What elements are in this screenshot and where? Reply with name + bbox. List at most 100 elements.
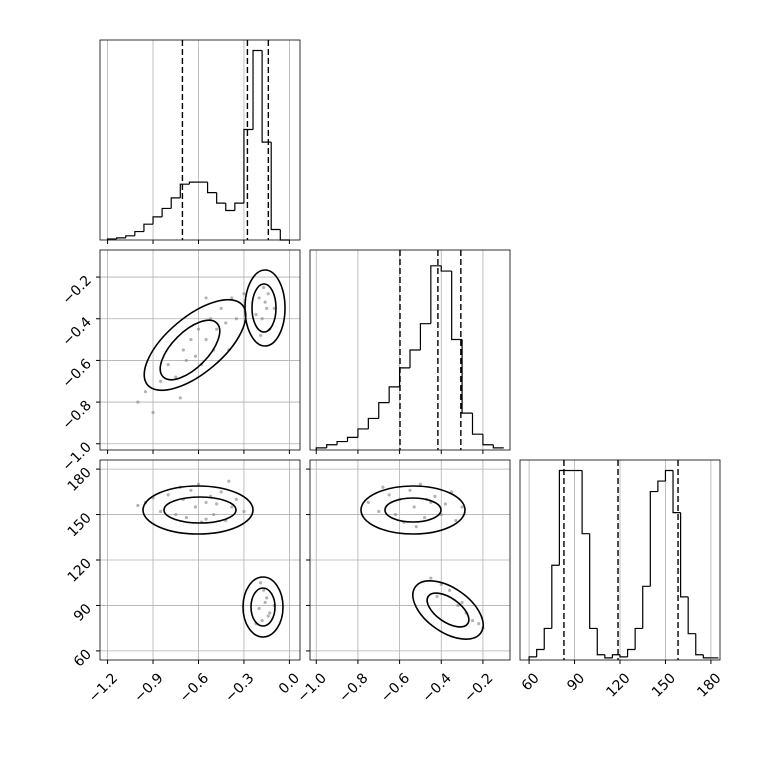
point [204,517,208,521]
hist-step [357,428,369,438]
point [265,306,269,310]
point [230,296,234,300]
point [429,576,433,580]
hist-step [252,49,263,130]
point [234,317,238,321]
point [224,321,228,325]
hist-step [492,444,504,449]
point [189,337,193,342]
point [408,488,412,492]
point [260,619,264,623]
point [460,600,464,605]
contour [242,576,284,638]
panel-frame [99,249,301,451]
hist-step [378,402,390,419]
y-tick-label: −0.4 [59,314,94,349]
x-tick-label: −0.4 [420,670,455,705]
panel-frame [519,459,721,661]
hist-step [346,436,358,442]
point [393,512,398,517]
point [272,306,276,310]
hist-step [315,447,327,450]
point [242,509,246,514]
hist-step [440,265,452,272]
point [234,497,238,501]
point [215,327,219,331]
hist-step [642,585,651,629]
x-tick-label: −0.3 [222,670,257,705]
hist-step [471,413,483,435]
point [260,317,264,321]
hist-step [604,654,613,659]
point [219,490,223,494]
point [196,327,201,331]
point [230,505,234,509]
x-tick-label: 60 [519,670,543,694]
point [215,502,219,506]
hist-step [143,223,154,232]
hist-step [687,596,696,635]
y-tick-label: 60 [71,646,95,670]
x-tick-label: 120 [603,670,633,700]
point [151,410,155,415]
point [159,509,163,514]
point [268,611,272,615]
point [193,354,198,358]
point [460,505,464,509]
point [263,600,267,605]
y-tick-label: −0.2 [59,273,94,308]
point [159,379,163,383]
contours [142,269,484,640]
hist-step [451,271,463,341]
point [454,519,458,523]
hist-step [430,265,442,324]
point [143,390,148,394]
hist-step [543,627,552,650]
hist-step [619,654,628,658]
point [266,614,270,618]
hist-step [672,470,681,514]
point [263,300,267,304]
x-tick-label: −0.9 [131,670,166,705]
point [136,503,140,508]
point [422,515,427,520]
contour [163,496,237,524]
point [456,603,460,608]
points [366,482,485,630]
point [227,479,231,483]
hist-step [388,386,400,403]
contour [360,485,466,535]
x-tick-label: −0.2 [461,670,496,705]
point [204,500,208,505]
hist-step [482,434,494,446]
point [136,400,140,404]
hist-step [702,654,711,659]
hist-step [116,237,126,239]
hist-step [243,128,254,204]
y-tick-label: −1.0 [59,439,94,474]
point [184,515,188,520]
x-tick-label: 90 [564,670,588,694]
x-tick-label: −0.6 [177,670,212,705]
panel-frame [309,459,511,661]
hist-step [649,490,658,587]
point [366,500,370,505]
hist-step [161,207,172,217]
hist-step [170,197,181,209]
hist-step [398,367,410,387]
point [174,375,178,379]
hist-step [680,512,689,598]
y-tick-label: −0.8 [59,398,94,433]
point [257,296,261,300]
hist-step [581,470,590,535]
hist-step [261,50,272,143]
panel-frame [309,249,511,451]
point [265,596,269,600]
point [196,482,201,486]
point [414,525,418,529]
points [136,479,276,626]
point [174,512,178,517]
point [259,581,263,585]
point [412,505,416,509]
